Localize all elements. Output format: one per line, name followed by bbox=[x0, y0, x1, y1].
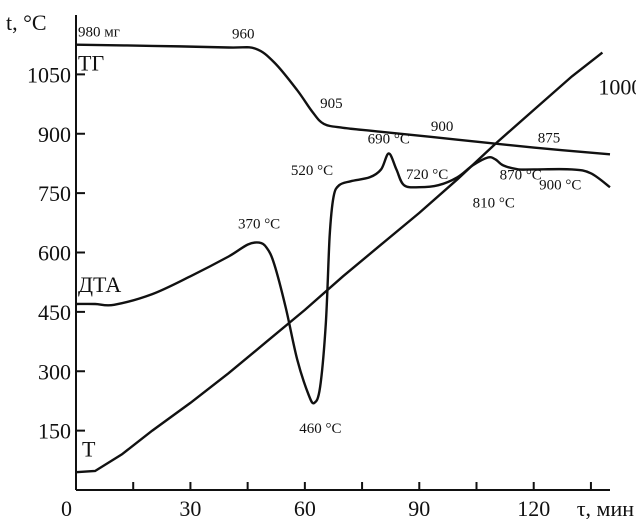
x-tick-label: 90 bbox=[408, 496, 430, 519]
data-annotation: 690 °C bbox=[368, 132, 410, 148]
curves bbox=[75, 43, 611, 474]
y-tick-label: 300 bbox=[38, 359, 71, 384]
tg-curve bbox=[75, 43, 611, 156]
data-annotation: 875 bbox=[538, 130, 561, 146]
x-tick-label: 60 bbox=[294, 496, 316, 519]
x-axis-title: τ, мин bbox=[577, 496, 635, 519]
data-annotation: 520 °C bbox=[291, 163, 333, 179]
data-annotation: 960 bbox=[232, 27, 255, 43]
data-annotation: 980 мг bbox=[78, 25, 120, 41]
y-axis-title: t, °C bbox=[6, 10, 47, 35]
data-annotation: 810 °C bbox=[473, 195, 515, 211]
curve-label-temperature-curve: Т bbox=[82, 436, 96, 461]
data-annotation: 1000 °C bbox=[598, 75, 636, 100]
y-tick-label: 450 bbox=[38, 300, 71, 325]
annotations: ТГ ДТА Т 980 мг 960 905 900 875 1000 °C 370 °C 460… bbox=[78, 25, 636, 462]
y-tick-label: 750 bbox=[38, 181, 71, 206]
x-tick-label: 30 bbox=[179, 496, 201, 519]
data-annotation: 900 bbox=[431, 119, 454, 135]
tick-labels: 150 300 450 600 750 900 1050 0 30 60 90 120 bbox=[27, 62, 550, 519]
y-tick-label: 150 bbox=[38, 419, 71, 444]
data-annotation: 460 °C bbox=[299, 421, 341, 437]
dta-curve bbox=[75, 152, 611, 405]
x-tick-label: 0 bbox=[61, 496, 72, 519]
data-annotation: 905 bbox=[320, 96, 343, 112]
data-annotation: 870 °C bbox=[500, 167, 542, 183]
axes bbox=[75, 15, 610, 491]
x-tick-label: 120 bbox=[517, 496, 550, 519]
data-annotation: 720 °C bbox=[406, 167, 448, 183]
y-tick-label: 900 bbox=[38, 122, 71, 147]
axis-titles: t, °C τ, мин bbox=[6, 10, 634, 519]
temperature-curve bbox=[75, 51, 604, 474]
data-annotation: 370 °C bbox=[238, 217, 280, 233]
curve-label-tg-curve: ТГ bbox=[78, 50, 104, 75]
y-tick-label: 1050 bbox=[27, 62, 71, 87]
data-annotation: 900 °C bbox=[539, 177, 581, 193]
y-tick-label: 600 bbox=[38, 241, 71, 266]
curve-label-dta-curve: ДТА bbox=[78, 272, 121, 297]
